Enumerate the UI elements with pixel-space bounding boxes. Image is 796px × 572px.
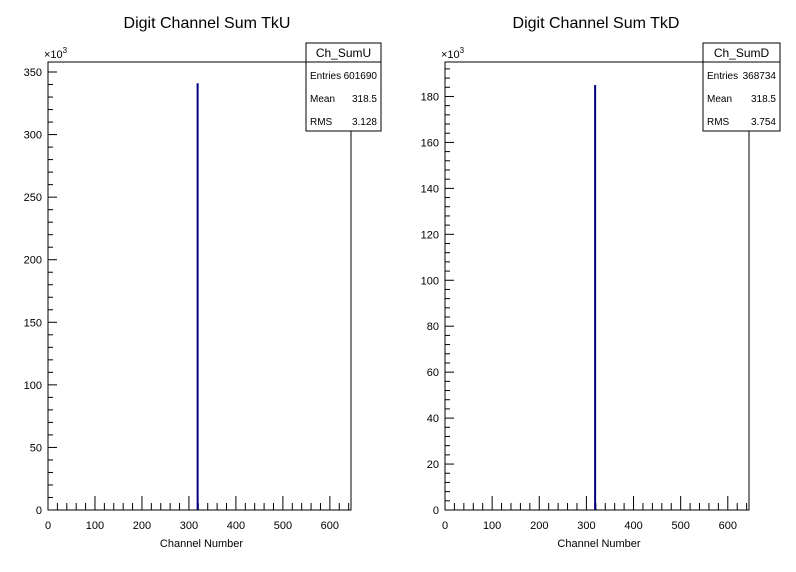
y-tick-label: 100 — [24, 380, 42, 392]
stats-value: 368734 — [743, 71, 777, 82]
stats-box: Ch_SumD Entries 368734 Mean 318.5 RMS 3.754 — [702, 42, 781, 132]
y-tick-label: 350 — [24, 67, 42, 79]
x-tick-label: 300 — [577, 520, 595, 532]
chart-title: Digit Channel Sum TkD — [513, 15, 680, 32]
stats-value: 601690 — [344, 71, 378, 82]
x-tick-label: 0 — [442, 520, 448, 532]
x-axis-label: Channel Number — [557, 538, 640, 550]
y-tick-label: 300 — [24, 130, 42, 142]
stats-value: 318.5 — [751, 94, 776, 105]
stats-box-frame — [702, 42, 781, 132]
y-tick-label: 0 — [36, 505, 42, 517]
y-tick-label: 60 — [427, 367, 439, 379]
y-tick-label: 160 — [421, 137, 439, 149]
y-tick-label: 40 — [427, 413, 439, 425]
y-tick-label: 100 — [421, 275, 439, 287]
y-tick-label: 20 — [427, 459, 439, 471]
stats-value: 318.5 — [352, 94, 377, 105]
x-tick-label: 100 — [86, 520, 104, 532]
x-tick-label: 200 — [530, 520, 548, 532]
stats-box-frame — [305, 42, 382, 132]
stats-label: Entries — [707, 71, 738, 82]
histogram-panel-2: Digit Channel Sum TkD ×103 0 20 40 60 80 100 120… — [421, 15, 781, 550]
stats-label: RMS — [707, 117, 730, 128]
x-tick-label: 600 — [719, 520, 737, 532]
y-tick-label: 80 — [427, 321, 439, 333]
x-tick-label: 100 — [483, 520, 501, 532]
y-tick-label: 250 — [24, 192, 42, 204]
y-axis-multiplier: ×103 — [441, 46, 465, 61]
x-tick-label: 400 — [227, 520, 245, 532]
stats-box: Ch_SumU Entries 601690 Mean 318.5 RMS 3.128 — [305, 42, 382, 132]
y-tick-label: 200 — [24, 255, 42, 267]
y-tick-label: 140 — [421, 183, 439, 195]
x-axis-label: Channel Number — [160, 538, 243, 550]
plot-frame — [47, 61, 352, 511]
stats-label: Mean — [310, 94, 335, 105]
x-tick-label: 500 — [671, 520, 689, 532]
stats-histogram-name: Ch_SumD — [714, 46, 770, 60]
stats-histogram-name: Ch_SumU — [316, 46, 371, 60]
x-tick-label: 600 — [321, 520, 339, 532]
stats-label: Entries — [310, 71, 341, 82]
y-tick-label: 50 — [30, 442, 42, 454]
y-axis-multiplier: ×103 — [44, 46, 68, 61]
histogram-panel-1: Digit Channel Sum TkU ×103 0 50 100 150 200 250… — [24, 15, 382, 550]
stats-label: Mean — [707, 94, 732, 105]
stats-value: 3.754 — [751, 117, 776, 128]
y-tick-label: 0 — [433, 505, 439, 517]
plot-frame — [444, 61, 750, 511]
stats-value: 3.128 — [352, 117, 377, 128]
stats-label: RMS — [310, 117, 333, 128]
x-tick-label: 0 — [45, 520, 51, 532]
x-tick-label: 300 — [180, 520, 198, 532]
x-tick-label: 500 — [274, 520, 292, 532]
x-tick-label: 200 — [133, 520, 151, 532]
y-tick-label: 150 — [24, 317, 42, 329]
x-tick-label: 400 — [624, 520, 642, 532]
y-tick-label: 120 — [421, 229, 439, 241]
chart-title: Digit Channel Sum TkU — [124, 15, 291, 32]
y-tick-label: 180 — [421, 91, 439, 103]
